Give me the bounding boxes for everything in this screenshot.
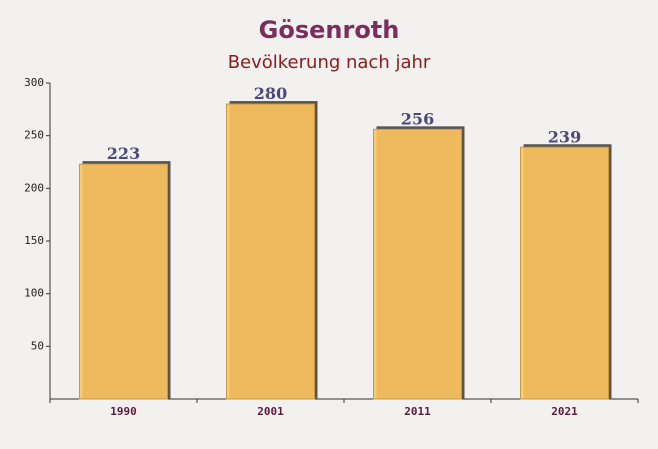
value-label: 256 — [401, 109, 434, 128]
value-label: 239 — [548, 127, 581, 146]
x-tick-label: 2011 — [404, 405, 431, 418]
x-tick-label: 1990 — [110, 405, 137, 418]
x-tick-label: 2001 — [257, 405, 284, 418]
chart-subtitle: Bevölkerung nach jahr — [228, 52, 431, 73]
bar — [226, 103, 315, 400]
x-tick-label: 2021 — [551, 405, 578, 418]
bar — [520, 146, 609, 400]
y-tick-label: 150 — [24, 234, 44, 247]
y-tick-label: 200 — [24, 181, 44, 194]
value-label: 280 — [254, 84, 287, 103]
y-tick-label: 100 — [24, 287, 44, 300]
y-tick-label: 300 — [24, 76, 44, 89]
bar — [373, 128, 462, 400]
y-tick-label: 50 — [31, 339, 44, 352]
bar — [79, 163, 168, 400]
value-label: 223 — [107, 144, 140, 163]
chart-title: Gösenroth — [259, 16, 400, 44]
y-tick-label: 250 — [24, 129, 44, 142]
